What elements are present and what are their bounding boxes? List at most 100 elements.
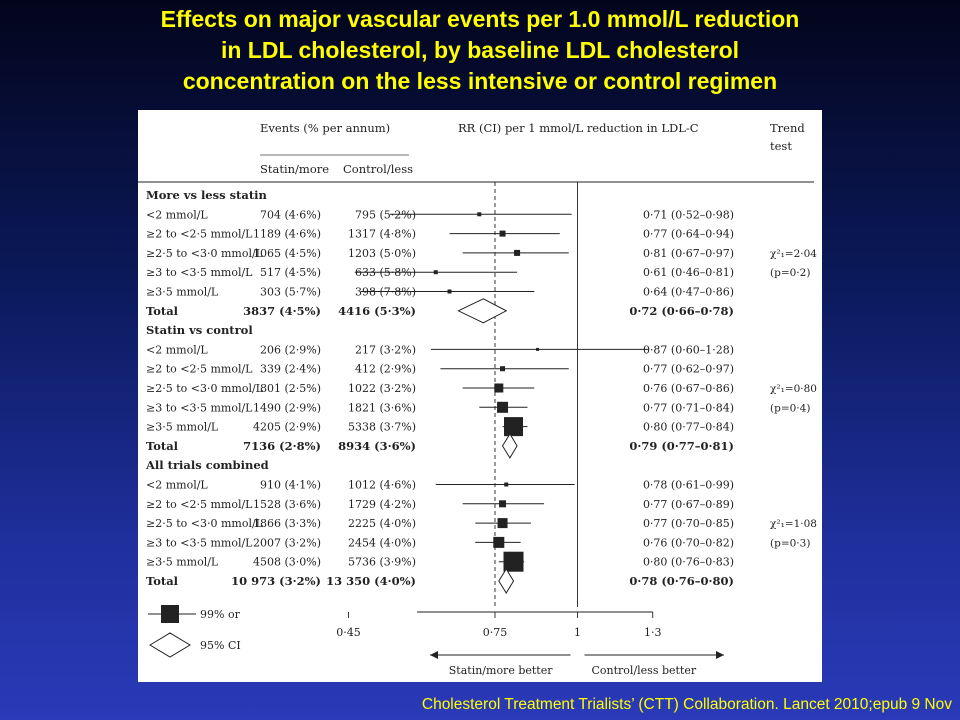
total-label: Total [146,439,179,453]
row-events-statin: 1065 (4·5%) [253,247,321,260]
title-line-2: in LDL cholesterol, by baseline LDL chol… [220,37,740,63]
row-events-statin: 1490 (2·9%) [253,401,321,414]
total-events-statin: 3837 (4·5%) [243,304,321,318]
total-label: Total [146,304,179,318]
total-rr: 0·79 (0·77–0·81) [629,439,734,453]
row-events-statin: 339 (2·4%) [260,363,321,376]
row-events-statin: 4508 (3·0%) [253,556,321,569]
group-heading: All trials combined [145,458,269,472]
row-events-statin: 801 (2·5%) [260,382,321,395]
row-events-statin: 4205 (2·9%) [253,421,321,434]
row-rr: 0·77 (0·64–0·94) [643,228,734,241]
estimate-square [514,249,521,256]
trend-chi: χ²₁=1·08 [770,518,817,530]
row-label: ≥2·5 to <3·0 mmol/L [146,517,264,530]
trend-p: (p=0·3) [770,537,810,549]
row-label: ≥2 to <2·5 mmol/L [146,498,253,511]
total-events-control: 4416 (5·3%) [338,304,416,318]
estimate-square [504,482,509,487]
row-rr: 0·76 (0·67–0·86) [643,382,734,395]
title-line-1: Effects on major vascular events per 1.0… [160,6,800,32]
row-events-control: 217 (3·2%) [355,343,416,356]
row-label: ≥3 to <3·5 mmol/L [146,401,253,414]
row-label: <2 mmol/L [146,343,208,356]
row-events-control: 412 (2·9%) [355,363,416,376]
legend-label-square: 99% or [200,608,241,621]
estimate-square [447,289,452,294]
row-events-control: 1317 (4·8%) [348,228,416,241]
row-events-control: 5736 (3·9%) [348,556,416,569]
row-rr: 0·76 (0·70–0·82) [643,536,734,549]
total-diamond [501,432,518,459]
header-col1: Statin/more [260,162,329,176]
row-events-control: 2225 (4·0%) [348,517,416,530]
row-label: ≥3 to <3·5 mmol/L [146,266,253,279]
row-rr: 0·78 (0·61–0·99) [643,479,734,492]
row-rr: 0·80 (0·77–0·84) [643,421,734,434]
legend-label-diamond: 95% CI [200,639,241,652]
estimate-square [500,366,506,372]
legend-square [161,605,179,623]
row-events-control: 5338 (3·7%) [348,421,416,434]
x-tick-label: 0·45 [336,626,361,639]
row-events-control: 1729 (4·2%) [348,498,416,511]
estimate-square [503,551,524,572]
estimate-square [536,347,540,351]
row-rr: 0·64 (0·47–0·86) [643,286,734,299]
estimate-square [497,518,508,529]
header-trend-1: Trend [770,121,805,135]
estimate-square [497,401,509,413]
row-label: ≥2 to <2·5 mmol/L [146,228,253,241]
row-label: ≥3·5 mmol/L [146,286,219,299]
row-label: ≥3·5 mmol/L [146,421,219,434]
row-events-control: 795 (5·2%) [355,208,416,221]
total-diamond [498,568,515,594]
total-label: Total [146,574,179,588]
row-events-statin: 704 (4·6%) [260,208,321,221]
row-rr: 0·81 (0·67–0·97) [643,247,734,260]
total-diamond [457,298,508,324]
total-events-control: 13 350 (4·0%) [326,574,416,588]
row-events-statin: 517 (4·5%) [260,266,321,279]
x-right-label: Control/less better [592,664,697,677]
row-events-statin: 1866 (3·3%) [253,517,321,530]
x-tick-label: 1·3 [644,626,662,639]
row-label: <2 mmol/L [146,208,208,221]
row-label: ≥3 to <3·5 mmol/L [146,536,253,549]
citation: Cholesterol Treatment Trialists’ (CTT) C… [421,696,952,713]
row-rr: 0·77 (0·71–0·84) [643,401,734,414]
row-events-statin: 1528 (3·6%) [253,498,321,511]
group-heading: Statin vs control [146,323,253,337]
x-left-label: Statin/more better [449,664,553,677]
row-label: ≥2 to <2·5 mmol/L [146,363,253,376]
row-rr: 0·77 (0·62–0·97) [643,363,734,376]
group-heading: More vs less statin [146,188,267,202]
total-events-statin: 7136 (2·8%) [243,439,321,453]
legend-diamond [149,632,191,658]
row-rr: 0·80 (0·76–0·83) [643,556,734,569]
total-rr: 0·72 (0·66–0·78) [629,304,734,318]
row-label: ≥3·5 mmol/L [146,556,219,569]
row-rr: 0·61 (0·46–0·81) [643,266,734,279]
estimate-square [433,270,438,275]
title-line-3: concentration on the less intensive or c… [182,68,778,94]
header-rr: RR (CI) per 1 mmol/L reduction in LDL-C [458,121,699,135]
header-events: Events (% per annum) [260,121,390,135]
trend-chi: χ²₁=0·80 [770,383,817,395]
row-events-statin: 206 (2·9%) [260,343,321,356]
forest-plot-panel: Events (% per annum) Statin/more Control/l… [138,110,822,682]
total-events-control: 8934 (3·6%) [338,439,416,453]
row-events-control: 633 (5·8%) [355,266,416,279]
total-rr: 0·78 (0·76–0·80) [629,574,734,588]
trend-chi: χ²₁=2·04 [770,248,817,260]
slide-title: Effects on major vascular events per 1.0… [0,4,960,97]
row-events-statin: 910 (4·1%) [260,479,321,492]
row-rr: 0·77 (0·70–0·85) [643,517,734,530]
header-col2: Control/less [343,162,413,176]
row-rr: 0·87 (0·60–1·28) [643,343,734,356]
forest-plot: Events (% per annum) Statin/more Control/l… [138,121,817,677]
header-trend-2: test [770,139,792,153]
estimate-square [493,536,505,548]
row-events-statin: 2007 (3·2%) [253,536,321,549]
trend-p: (p=0·2) [770,267,810,279]
